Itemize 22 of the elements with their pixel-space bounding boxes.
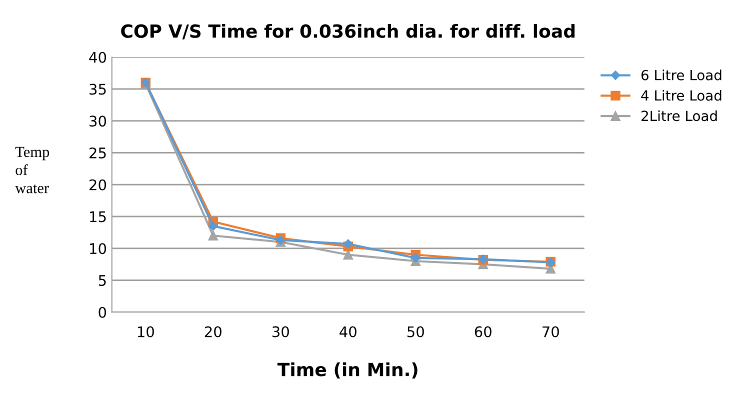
y-tick-label: 35 [90, 84, 106, 95]
y-tick-label: 20 [90, 179, 106, 190]
x-tick-label: 20 [204, 326, 222, 338]
x-tick-label: 70 [542, 326, 559, 338]
chart-title: COP V/S Time for 0.036inch dia. for diff. load [121, 24, 575, 40]
x-tick-label: 40 [340, 326, 356, 338]
y-tick-label: 10 [90, 243, 106, 254]
y-tick-label: 15 [90, 211, 106, 222]
y-tick-label: 40 [89, 52, 106, 63]
y-tick-label: 30 [90, 116, 106, 127]
y-tick-label: 5 [98, 275, 106, 286]
y-tick-label: 0 [98, 306, 106, 318]
legend-label: 4 Litre Load [641, 90, 722, 101]
x-tick-label: 10 [138, 326, 154, 338]
y-tick-label: 25 [90, 147, 106, 158]
y-axis-title: Temp of water [15, 146, 50, 194]
x-tick-label: 50 [407, 326, 424, 338]
legend-label: 2Litre Load [642, 110, 717, 122]
x-tick-label: 30 [272, 326, 289, 338]
x-tick-label: 60 [474, 326, 492, 338]
x-axis-title: Time (in Min.) [277, 362, 418, 378]
legend-label: 6 Litre Load [641, 70, 722, 80]
